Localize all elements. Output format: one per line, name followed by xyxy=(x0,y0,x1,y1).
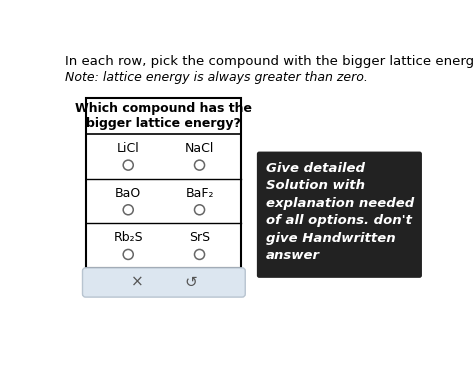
Text: Which compound has the
bigger lattice energy?: Which compound has the bigger lattice en… xyxy=(75,102,252,130)
Circle shape xyxy=(194,205,205,215)
FancyBboxPatch shape xyxy=(257,152,422,278)
Text: In each row, pick the compound with the bigger lattice energy.: In each row, pick the compound with the … xyxy=(65,55,474,68)
Text: Note: lattice energy is always greater than zero.: Note: lattice energy is always greater t… xyxy=(65,71,368,84)
Text: BaO: BaO xyxy=(115,187,141,200)
Circle shape xyxy=(194,250,205,260)
Circle shape xyxy=(123,205,133,215)
Text: BaF₂: BaF₂ xyxy=(185,187,214,200)
Circle shape xyxy=(123,160,133,170)
Circle shape xyxy=(194,160,205,170)
Text: SrS: SrS xyxy=(189,232,210,245)
Text: ↺: ↺ xyxy=(184,275,197,290)
Text: Give detailed
Solution with
explanation needed
of all options. don't
give Handwr: Give detailed Solution with explanation … xyxy=(266,162,414,262)
Text: ×: × xyxy=(131,275,144,290)
Text: LiCl: LiCl xyxy=(117,142,140,155)
Bar xyxy=(86,98,241,268)
Circle shape xyxy=(123,250,133,260)
Text: Rb₂S: Rb₂S xyxy=(113,232,143,245)
FancyBboxPatch shape xyxy=(82,268,245,297)
Text: NaCl: NaCl xyxy=(185,142,214,155)
